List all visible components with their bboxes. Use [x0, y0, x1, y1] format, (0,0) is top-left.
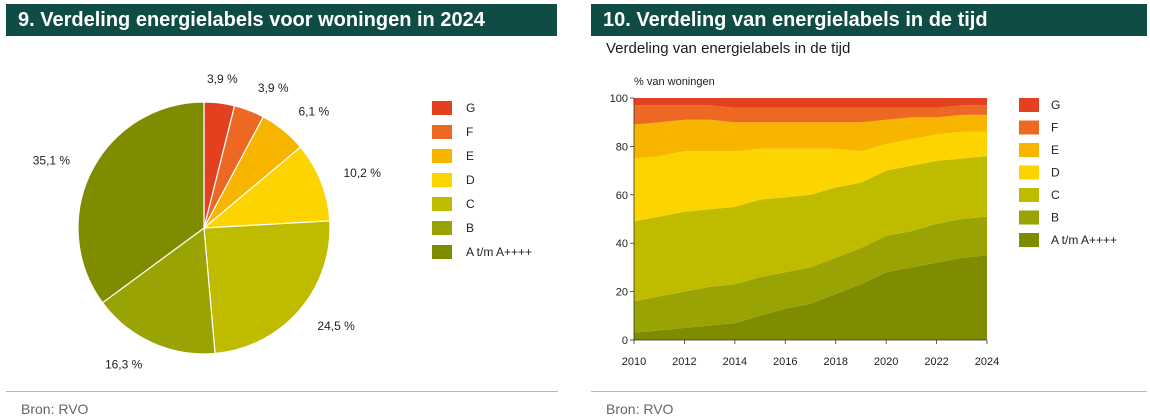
area-x-tick-label: 2024 — [975, 356, 999, 368]
pie-legend-swatch-e — [432, 149, 452, 163]
area-legend-label-g: G — [1051, 98, 1060, 112]
area-x-tick-label: 2018 — [823, 356, 847, 368]
area-series-c — [634, 156, 987, 302]
pie-data-label-d: 10,2 % — [344, 166, 382, 180]
pie-legend-swatch-c — [432, 197, 452, 211]
pie-legend-swatch-d — [432, 173, 452, 187]
area-x-tick-label: 2012 — [672, 356, 696, 368]
area-legend-label-e: E — [1051, 143, 1059, 157]
pie-chart: 3,9 % 3,9 % 6,1 % 10,2 % 24,5 % 16,3 % 35,1 % G… — [33, 72, 532, 372]
pie-data-label-b: 16,3 % — [105, 358, 143, 372]
area-chart-subtitle: Verdeling van energielabels in de tijd — [606, 40, 851, 57]
area-chart: % van woningen 0 20 40 60 80 100 2010 2012 2014 20… — [610, 76, 1117, 368]
pie-legend-label-f: F — [466, 125, 473, 139]
pie-data-label-g: 3,9 % — [207, 72, 238, 86]
area-legend-swatch-a-t-m-a — [1019, 233, 1039, 247]
pie-legend-swatch-g — [432, 101, 452, 115]
area-series-g — [634, 98, 987, 108]
area-y-tick-label: 60 — [616, 190, 628, 202]
pie-slice-c — [203, 220, 331, 355]
area-legend-swatch-b — [1019, 210, 1039, 225]
pie-slice-d — [202, 146, 331, 229]
pie-panel-source: Bron: RVO — [21, 401, 89, 417]
area-series-f — [634, 105, 987, 125]
pie-legend-swatch-a-t-m-a — [432, 245, 452, 259]
area-legend-swatch-c — [1019, 188, 1039, 202]
pie-legend-swatch-f — [432, 125, 452, 139]
area-series-d — [634, 131, 987, 222]
pie-slice-b — [101, 226, 216, 355]
area-y-axis-label: % van woningen — [634, 76, 715, 88]
area-legend-label-a-t-m-a: A t/m A++++ — [1051, 233, 1117, 247]
area-x-tick-label: 2020 — [874, 356, 898, 368]
pie-legend-swatch-b — [432, 221, 452, 235]
pie-data-label-f: 3,9 % — [258, 81, 289, 95]
area-series-a-t-m-a — [634, 255, 987, 340]
area-panel: 10. Verdeling van energielabels in de ti… — [585, 0, 1150, 420]
area-legend-swatch-e — [1019, 143, 1039, 157]
area-series-b — [634, 216, 987, 333]
pie-data-label-a-t-m-a: 35,1 % — [33, 153, 71, 167]
area-y-tick-label: 100 — [610, 93, 628, 105]
pie-legend-label-d: D — [466, 173, 475, 187]
pie-panel: 9. Verdeling energielabels voor woningen… — [0, 0, 560, 420]
area-series-e — [634, 114, 987, 159]
area-y-tick-label: 40 — [616, 238, 628, 250]
pie-panel-divider — [6, 391, 558, 392]
area-legend-swatch-f — [1019, 120, 1039, 135]
area-x-tick-label: 2010 — [622, 356, 646, 368]
pie-slice-a-t-m-a — [77, 101, 205, 304]
area-panel-divider — [591, 391, 1147, 392]
area-y-tick-label: 80 — [616, 141, 628, 153]
area-panel-source: Bron: RVO — [606, 401, 674, 417]
area-x-tick-label: 2022 — [924, 356, 948, 368]
pie-legend-label-c: C — [466, 197, 475, 211]
area-legend-label-c: C — [1051, 188, 1060, 202]
area-legend-label-f: F — [1051, 121, 1058, 135]
pie-legend-label-b: B — [466, 221, 474, 235]
area-panel-title: 10. Verdeling van energielabels in de ti… — [591, 4, 1147, 36]
pie-data-label-e: 6,1 % — [299, 105, 330, 119]
pie-panel-title: 9. Verdeling energielabels voor woningen… — [6, 4, 557, 36]
pie-data-label-c: 24,5 % — [317, 319, 355, 333]
area-x-tick-label: 2014 — [723, 356, 747, 368]
area-y-tick-label: 20 — [616, 287, 628, 299]
area-x-tick-label: 2016 — [773, 356, 797, 368]
area-legend-swatch-d — [1019, 165, 1039, 180]
area-legend-swatch-g — [1019, 98, 1039, 112]
pie-legend-label-e: E — [466, 149, 474, 163]
pie-legend-label-g: G — [466, 101, 475, 115]
area-y-tick-label: 0 — [622, 335, 628, 347]
pie-legend-label-a-t-m-a: A t/m A++++ — [466, 245, 532, 259]
area-legend-label-d: D — [1051, 166, 1060, 180]
area-legend-label-b: B — [1051, 211, 1059, 225]
